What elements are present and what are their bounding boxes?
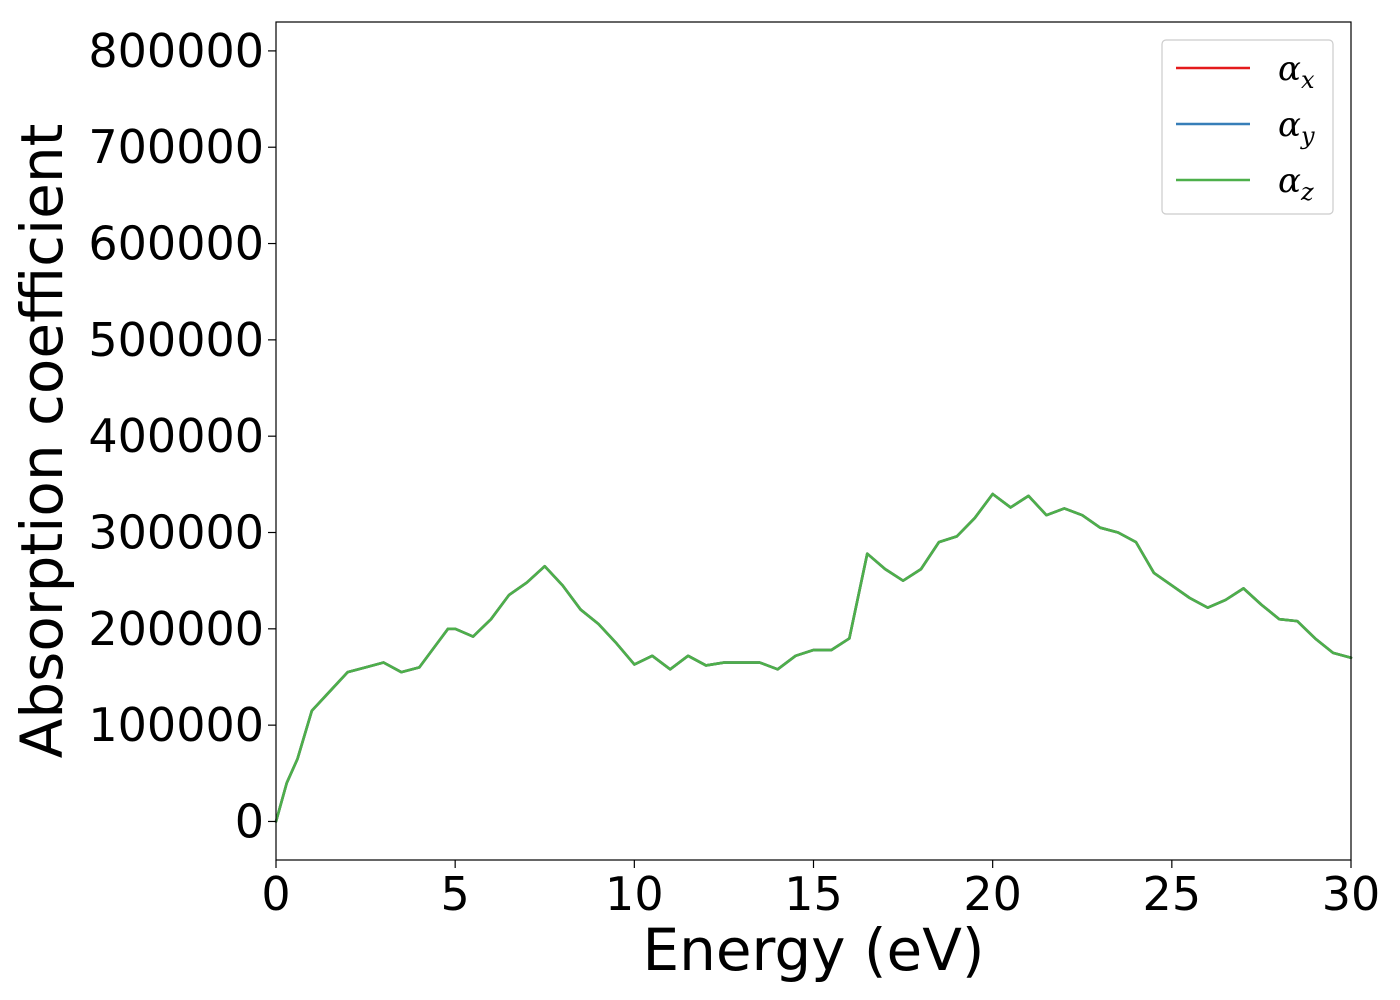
x-axis-label: Energy (eV) [642,916,984,984]
x-tick-label: 15 [784,867,843,921]
x-tick-label: 20 [963,867,1022,921]
legend-label-z: αz [1278,161,1314,206]
x-tick-label: 5 [441,867,470,921]
legend-label-y: αy [1278,105,1315,150]
y-tick-label: 0 [235,794,264,848]
y-tick-label: 700000 [88,120,264,174]
x-ticks: 0 5 10 15 20 25 30 [261,860,1380,921]
x-tick-label: 10 [605,867,664,921]
y-tick-label: 500000 [88,313,264,367]
legend-items: αx αy αz [1176,49,1315,206]
y-tick-label: 300000 [88,506,264,560]
x-tick-label: 25 [1143,867,1202,921]
y-tick-label: 400000 [88,409,264,463]
y-ticks: 0 100000 200000 300000 400000 500000 600000 700… [88,24,276,848]
series-line-z [274,492,1353,823]
y-tick-label: 100000 [88,698,264,752]
series-layer [274,492,1353,823]
y-tick-label: 200000 [88,602,264,656]
x-tick-label: 30 [1322,867,1381,921]
legend-label-x: αx [1278,49,1315,94]
y-axis-label: Absorption coefficient [8,124,76,759]
x-tick-label: 0 [261,867,290,921]
legend-box [1161,39,1334,215]
y-tick-label: 600000 [88,217,264,271]
y-tick-label: 800000 [88,24,264,78]
legend: αx αy αz [1161,39,1334,215]
